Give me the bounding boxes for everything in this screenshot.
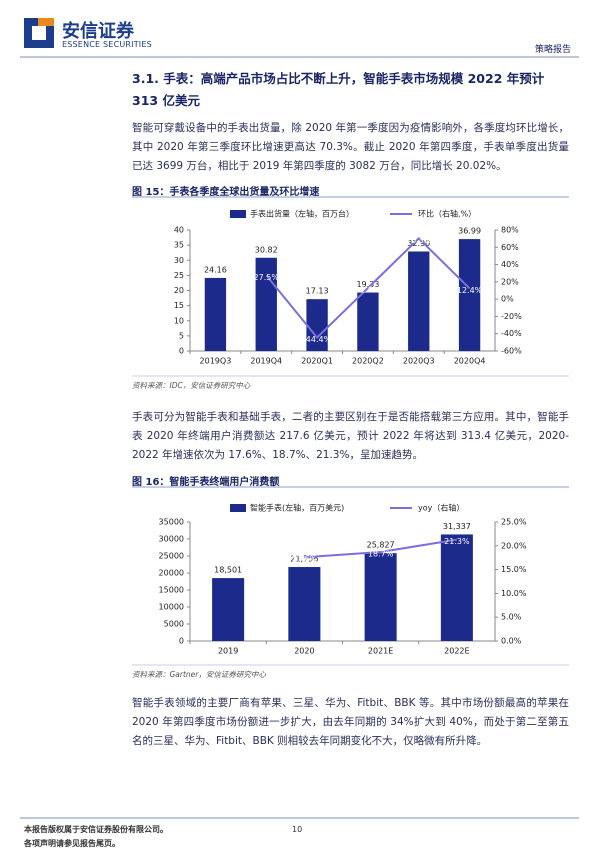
y-tick-label: 40: [174, 226, 184, 235]
x-tick-label: 2019Q4: [250, 357, 282, 366]
paragraph: 智能手表领域的主要厂商有苹果、三星、华为、Fitbit、BBK 等。其中市场份额…: [132, 697, 569, 747]
bar-value-label: 24.16: [204, 265, 227, 274]
paragraph: 手表可分为智能手表和基础手表，二者的主要区别在于是否能搭载第三方应用。其中，智能…: [132, 411, 569, 461]
y2-tick-label: -40%: [501, 329, 522, 338]
bar: [364, 553, 397, 641]
y2-tick-label: 0.0%: [501, 637, 522, 646]
legend-label: 环比（右轴,%）: [418, 209, 476, 219]
logo-mark-inner: [32, 26, 46, 40]
bar: [440, 534, 473, 641]
line-value-label: 12.4%: [457, 286, 483, 295]
line-value-label: 17.6%: [292, 555, 318, 564]
x-tick-label: 2021E: [368, 647, 393, 656]
y2-tick-label: -20%: [501, 312, 522, 321]
bar-value-label: 32.90: [407, 239, 430, 248]
line-value-label: 70.3%: [406, 236, 432, 245]
bar: [212, 578, 245, 641]
y-tick-label: 10: [174, 316, 184, 325]
y-tick-label: 35000: [159, 518, 184, 527]
bar-value-label: 30.82: [255, 245, 278, 254]
legend-swatch: [230, 504, 246, 512]
y2-tick-label: 80%: [501, 226, 519, 235]
line-value-label: 27.5%: [254, 273, 280, 282]
footer-notice: 各项声明请参见报告尾页。: [24, 839, 120, 848]
y-tick-label: 25: [174, 271, 184, 280]
line: [304, 538, 458, 559]
bar: [357, 292, 379, 351]
figure-title: 图 15：手表各季度全球出货量及环比增速: [132, 187, 320, 198]
y-tick-label: 20000: [159, 569, 184, 578]
company-name: 安信证券: [62, 21, 134, 42]
x-tick-label: 2020Q1: [301, 357, 333, 366]
x-tick-label: 2020Q2: [352, 357, 384, 366]
legend-label: 手表出货量（左轴，百万台）: [250, 209, 354, 219]
y2-tick-label: -60%: [501, 347, 522, 356]
x-tick-label: 2020: [294, 647, 314, 656]
legend-swatch: [230, 210, 246, 218]
y-tick-label: 30000: [159, 535, 184, 544]
y2-tick-label: 0%: [501, 295, 514, 304]
y-tick-label: 35: [174, 241, 184, 250]
y-tick-label: 25000: [159, 552, 184, 561]
line-value-label: 21.3%: [444, 537, 470, 546]
section-heading: 3.1. 手表：高端产品市场占比不断上升，智能手表市场规模 2022 年预计 3…: [132, 71, 545, 108]
x-tick-label: 2022E: [444, 647, 469, 656]
x-tick-label: 2019: [218, 647, 238, 656]
bar: [288, 567, 321, 641]
bar-value-label: 36.99: [458, 227, 481, 236]
x-tick-label: 2020Q4: [454, 357, 486, 366]
line-value-label: 18.7%: [368, 549, 394, 558]
figure-title: 图 16：智能手表终端用户消费额: [132, 477, 280, 488]
legend-label: 智能手表(左轴，百万美元): [250, 503, 344, 513]
y2-tick-label: 15.0%: [501, 565, 527, 574]
bar-value-label: 17.13: [306, 287, 329, 296]
footer-copyright: 本报告版权属于安信证券股份有限公司。: [24, 825, 168, 834]
bar: [408, 251, 430, 351]
report-type: 策略报告: [534, 45, 571, 55]
bar-value-label: 19.33: [356, 280, 379, 289]
figure-source: 资料来源：IDC，安信证券研究中心: [132, 381, 251, 390]
line-value-label: 12.8%: [355, 286, 381, 295]
y2-tick-label: 20%: [501, 277, 519, 286]
y-tick-label: 15: [174, 301, 184, 310]
y-tick-label: 15000: [159, 586, 184, 595]
y2-tick-label: 20.0%: [501, 541, 527, 550]
y2-tick-label: 60%: [501, 243, 519, 252]
y-tick-label: 5: [179, 331, 184, 340]
figure-source: 资料来源：Gartner，安信证券研究中心: [132, 670, 266, 679]
y-tick-label: 10000: [159, 603, 184, 612]
page-number: 10: [292, 825, 303, 834]
bar: [255, 257, 277, 351]
y2-tick-label: 5.0%: [501, 613, 522, 622]
x-tick-label: 2020Q3: [403, 357, 435, 366]
y2-tick-label: 25.0%: [501, 518, 527, 527]
bar: [306, 299, 328, 351]
bar: [204, 277, 227, 351]
company-name-en: ESSENCE SECURITIES: [62, 40, 152, 49]
y-tick-label: 5000: [164, 620, 184, 629]
x-tick-label: 2019Q3: [200, 357, 232, 366]
y-tick-label: 0: [179, 637, 184, 646]
bar-value-label: 21,756: [290, 555, 318, 564]
bar-value-label: 31,337: [443, 522, 471, 531]
bar: [458, 239, 481, 351]
line: [265, 236, 471, 339]
legend-label: yoy（右轴）: [418, 503, 464, 513]
paragraph: 智能可穿戴设备中的手表出货量，除 2020 年第一季度因为疫情影响外，各季度均环…: [132, 122, 569, 172]
bar-value-label: 25,827: [367, 541, 395, 550]
y-tick-label: 30: [174, 256, 184, 265]
y2-tick-label: 10.0%: [501, 589, 527, 598]
bar-value-label: 18,501: [214, 566, 242, 575]
y-tick-label: 0: [179, 347, 184, 356]
line-value-label: -44.4%: [303, 335, 332, 344]
y2-tick-label: 40%: [501, 260, 519, 269]
y-tick-label: 20: [174, 286, 184, 295]
logo-accent: [38, 18, 54, 26]
